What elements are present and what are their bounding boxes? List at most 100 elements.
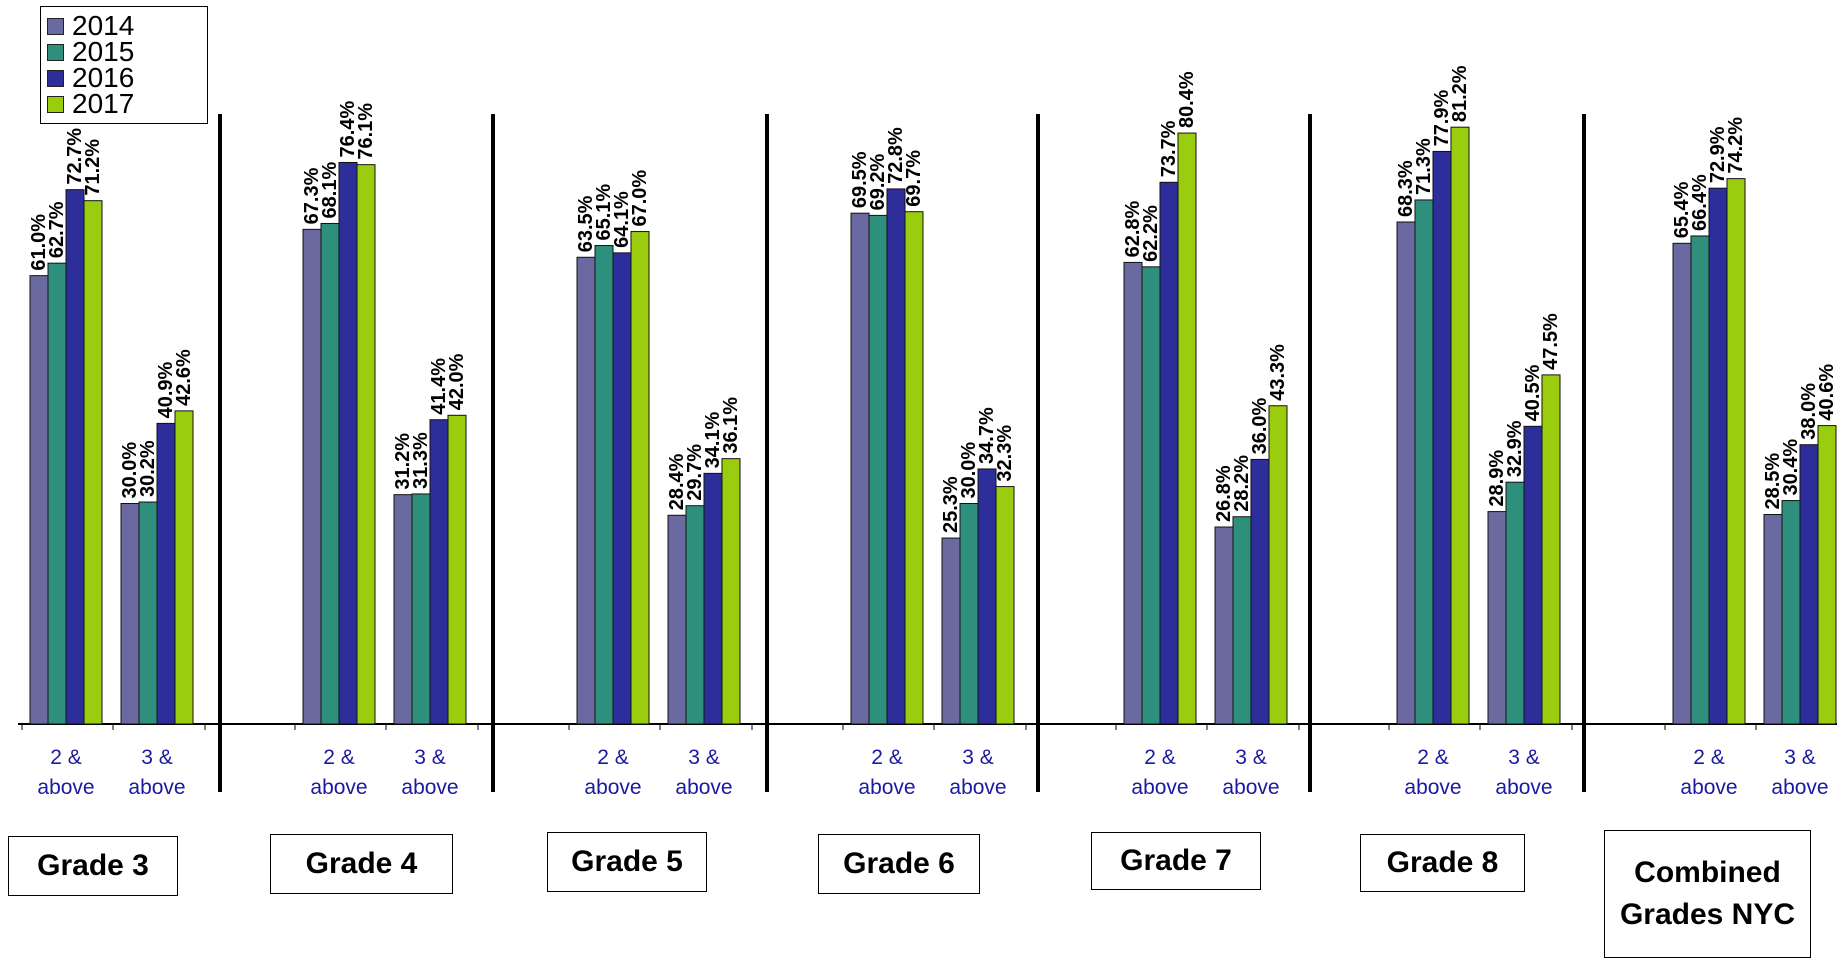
data-label: 71.2% [82, 139, 104, 196]
category-label: above [1222, 776, 1279, 799]
data-label: 31.3% [410, 432, 432, 489]
legend-item: 2014 [47, 12, 207, 40]
bar [1672, 242, 1692, 725]
category-label: 3 & [1784, 746, 1816, 769]
data-label: 65.4% [1671, 181, 1693, 238]
bar [685, 505, 705, 725]
data-label: 38.0% [1798, 383, 1820, 440]
data-label: 74.2% [1725, 117, 1747, 174]
data-label: 67.3% [301, 167, 323, 224]
bar [941, 537, 961, 725]
bar [338, 161, 358, 725]
bar [576, 256, 596, 725]
legend-item: 2016 [47, 62, 207, 93]
data-label: 29.7% [684, 444, 706, 501]
bar [1690, 235, 1710, 725]
data-label: 63.5% [575, 195, 597, 252]
data-label: 68.3% [1395, 160, 1417, 217]
bar [1541, 374, 1561, 725]
bar [1708, 187, 1728, 725]
category-label: above [37, 776, 94, 799]
data-label: 30.2% [137, 440, 159, 497]
category-label: 3 & [688, 746, 720, 769]
bar [174, 410, 194, 725]
data-label: 72.9% [1707, 126, 1729, 183]
legend-item: 2015 [47, 36, 207, 67]
bar [138, 501, 158, 725]
data-label: 62.2% [1140, 205, 1162, 262]
data-label: 47.5% [1540, 313, 1562, 370]
bar [1505, 481, 1525, 725]
data-label: 67.0% [629, 170, 651, 227]
bar [612, 252, 632, 725]
bar [904, 211, 924, 725]
legend-swatch [47, 43, 64, 61]
grade-label-box: Grade 6 [818, 834, 980, 894]
grade-label-box: Grade 5 [547, 832, 707, 892]
data-label: 41.4% [428, 358, 450, 415]
bar [1414, 199, 1434, 725]
data-label: 26.8% [1213, 465, 1235, 522]
category-label: 2 & [50, 746, 82, 769]
data-label: 69.7% [903, 150, 925, 207]
category-label: 2 & [1144, 746, 1176, 769]
category-label: above [949, 776, 1006, 799]
data-label: 76.4% [337, 101, 359, 158]
bar [1763, 514, 1783, 725]
category-label: 3 & [1508, 746, 1540, 769]
data-label: 40.9% [155, 361, 177, 418]
category-label: 3 & [141, 746, 173, 769]
data-label: 25.3% [940, 476, 962, 533]
category-label: above [584, 776, 641, 799]
bar [1232, 516, 1252, 725]
bar [429, 419, 449, 725]
data-label: 28.5% [1762, 453, 1784, 510]
data-label: 80.4% [1176, 71, 1198, 128]
bar [977, 468, 997, 725]
bar [356, 164, 376, 725]
category-label: 3 & [1235, 746, 1267, 769]
data-label: 72.7% [64, 128, 86, 185]
grade-label-box: Combined Grades NYC [1604, 830, 1811, 958]
data-label: 73.7% [1158, 120, 1180, 177]
bar [594, 245, 614, 725]
legend-label: 2016 [72, 62, 135, 93]
data-label: 42.6% [173, 349, 195, 406]
bar [411, 493, 431, 725]
bar [1450, 126, 1470, 725]
data-label: 28.2% [1231, 455, 1253, 512]
category-label: above [1404, 776, 1461, 799]
category-label: 2 & [871, 746, 903, 769]
legend-label: 2015 [72, 36, 135, 67]
data-label: 77.9% [1431, 90, 1453, 147]
data-label: 40.5% [1522, 364, 1544, 421]
bar [1432, 150, 1452, 725]
data-label: 61.0% [28, 214, 50, 271]
category-label: above [1495, 776, 1552, 799]
data-label: 36.0% [1249, 397, 1271, 454]
bar [1141, 266, 1161, 725]
legend-item: 2017 [47, 90, 207, 118]
data-label: 69.2% [867, 153, 889, 210]
data-label: 65.1% [593, 184, 615, 241]
bar [703, 472, 723, 725]
data-label: 28.9% [1486, 450, 1508, 507]
grade-label-box: Grade 7 [1091, 832, 1261, 890]
data-label: 32.9% [1504, 420, 1526, 477]
data-label: 64.1% [611, 191, 633, 248]
grade-label-box: Grade 3 [8, 836, 178, 896]
legend-swatch [47, 69, 64, 87]
bar [156, 422, 176, 725]
bar [1177, 132, 1197, 725]
data-label: 66.4% [1689, 174, 1711, 231]
bar [1268, 405, 1288, 725]
bar [959, 503, 979, 725]
data-label: 81.2% [1449, 65, 1471, 122]
data-label: 32.3% [994, 425, 1016, 482]
category-label: 2 & [323, 746, 355, 769]
category-label: above [401, 776, 458, 799]
bar [447, 414, 467, 725]
bar [393, 494, 413, 725]
bar [1799, 444, 1819, 725]
